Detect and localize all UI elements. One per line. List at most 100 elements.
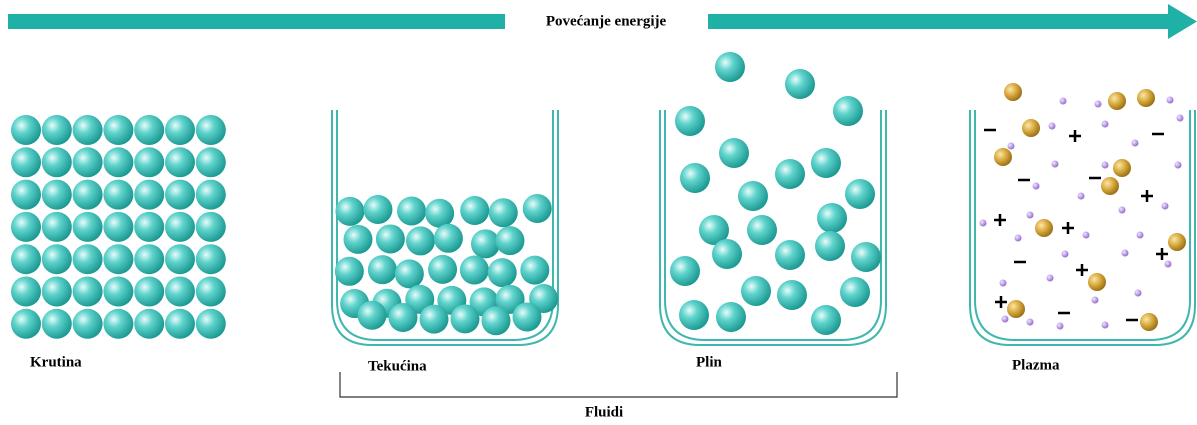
- arrow-band: [8, 14, 505, 29]
- liquid-particle: [397, 196, 427, 226]
- electron: [1001, 315, 1009, 323]
- solid-particle: [72, 211, 103, 242]
- electron: [1136, 231, 1144, 239]
- electron: [1082, 231, 1090, 239]
- liquid-particle: [459, 255, 489, 285]
- solid-particle: [134, 244, 165, 275]
- solid-particle: [195, 211, 226, 242]
- gas-particle: [785, 69, 815, 99]
- solid-particle: [103, 308, 134, 339]
- liquid-particle: [487, 258, 517, 288]
- solid-particle: [134, 276, 165, 307]
- arrow-head: [1168, 4, 1197, 39]
- liquid-particle: [481, 306, 511, 336]
- beaker-wall: [331, 110, 559, 346]
- electron: [1134, 289, 1142, 297]
- beaker-wall: [336, 110, 554, 341]
- beaker-wall: [659, 110, 887, 346]
- solid-particle: [11, 308, 41, 339]
- liquid-particle: [363, 194, 393, 224]
- electron: [1007, 142, 1015, 150]
- solid-particle: [41, 244, 72, 275]
- liquid-particle: [529, 284, 559, 314]
- solid-particle: [165, 244, 195, 275]
- ion: [1137, 89, 1155, 107]
- liquid-particle: [394, 259, 424, 289]
- gas-particle: [680, 163, 710, 193]
- electron: [999, 279, 1007, 287]
- solid-particle: [134, 308, 165, 339]
- solid-particle: [72, 244, 103, 275]
- beaker-wall: [664, 110, 882, 341]
- electron: [1118, 206, 1126, 214]
- gas-particle: [845, 179, 875, 209]
- liquid-particle: [343, 224, 373, 254]
- gas-particle: [811, 305, 841, 335]
- gas-particle: [747, 215, 777, 245]
- gas-particle: [716, 302, 746, 332]
- particles: [11, 52, 1186, 339]
- electron: [1101, 120, 1109, 128]
- electron: [1101, 161, 1109, 169]
- solid-particle: [195, 147, 226, 178]
- electron: [1174, 161, 1182, 169]
- solid-particle: [134, 179, 165, 210]
- electron: [1056, 322, 1064, 330]
- gas-particle: [712, 239, 742, 269]
- solid-particle: [11, 211, 41, 242]
- solid-particle: [165, 115, 195, 145]
- solid-particle: [103, 211, 134, 242]
- solid-particle: [72, 179, 103, 210]
- liquid-particle: [471, 229, 501, 259]
- electron: [1091, 296, 1099, 304]
- liquid-particle: [520, 255, 550, 285]
- state-label: Plin: [696, 354, 722, 370]
- electron: [979, 219, 987, 227]
- electron: [1061, 250, 1069, 258]
- solid-particle: [165, 147, 195, 178]
- ion: [1101, 177, 1119, 195]
- solid-particle: [103, 115, 134, 145]
- state-label: Plazma: [1012, 357, 1060, 373]
- electron: [1026, 318, 1034, 326]
- gas-particle: [670, 256, 700, 286]
- electron: [1059, 97, 1067, 105]
- solid-particle: [195, 308, 226, 339]
- electron: [1121, 249, 1129, 257]
- solid-particle: [195, 276, 226, 307]
- electron: [1048, 122, 1056, 130]
- bracket: [339, 372, 898, 398]
- arrow-label: Povećanje energije: [546, 13, 667, 29]
- electron: [1131, 139, 1139, 147]
- solid-particle: [195, 115, 226, 145]
- liquid-particle: [512, 302, 542, 332]
- solid-particle: [11, 179, 41, 210]
- solid-particle: [41, 115, 72, 145]
- ion: [1088, 273, 1106, 291]
- solid-particle: [103, 147, 134, 178]
- solid-particle: [11, 244, 41, 275]
- solid-particle: [165, 179, 195, 210]
- liquid-particle: [375, 224, 405, 254]
- ion: [1035, 219, 1053, 237]
- gas-particle: [817, 203, 847, 233]
- solid-particle: [41, 147, 72, 178]
- electron: [1164, 260, 1172, 268]
- electron: [1176, 114, 1184, 122]
- beakers: [331, 110, 1196, 346]
- liquid-particle: [460, 195, 490, 225]
- liquid-particle: [495, 226, 525, 256]
- solid-particle: [165, 308, 195, 339]
- ion: [1168, 233, 1186, 251]
- solid-particle: [72, 147, 103, 178]
- gas-particle: [775, 240, 805, 270]
- solid-particle: [165, 211, 195, 242]
- solid-particle: [41, 308, 72, 339]
- ion: [1007, 300, 1025, 318]
- beaker-wall: [969, 110, 1196, 346]
- solid-particle: [134, 147, 165, 178]
- liquid-particle: [388, 302, 418, 332]
- group-label: Fluidi: [585, 404, 623, 420]
- ion: [994, 148, 1012, 166]
